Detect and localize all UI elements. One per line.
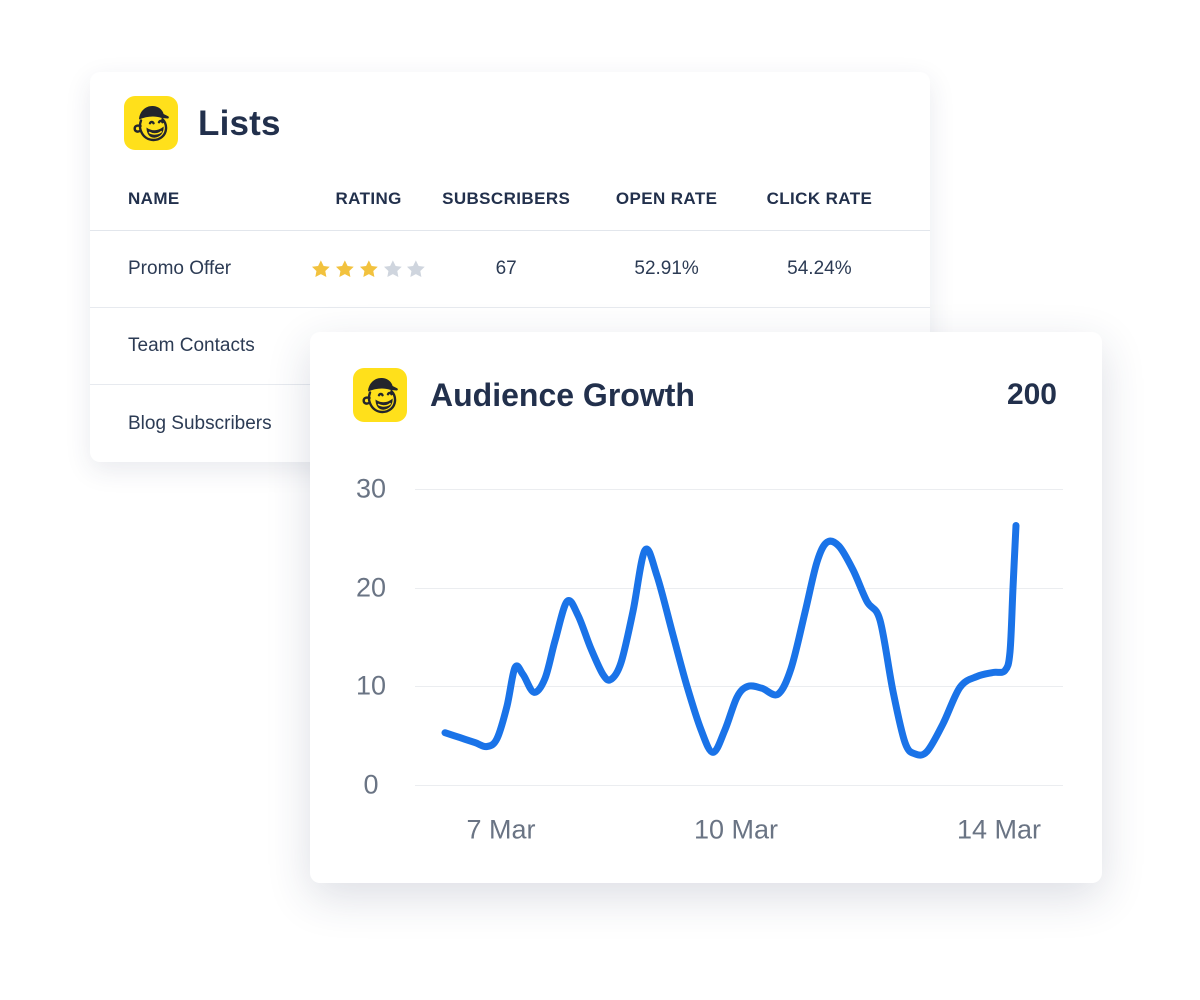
list-name-cell: Blog Subscribers (128, 412, 272, 434)
list-name-cell: Promo Offer (128, 258, 232, 279)
star-icon (407, 260, 425, 277)
list-subscribers-cell: 67 (495, 258, 517, 279)
column-header-subscribers: SUBSCRIBERS (442, 189, 571, 208)
star-icon (312, 260, 331, 277)
table-row[interactable]: Promo Offer 67 52.91% 54.24% (90, 231, 930, 308)
gridline (415, 785, 1063, 786)
list-name-cell: Team Contacts (128, 335, 255, 356)
mailchimp-logo-icon (124, 96, 178, 150)
y-axis-label: 10 (355, 670, 387, 701)
y-axis-label: 20 (355, 572, 387, 603)
list-open-rate-cell: 52.91% (634, 258, 699, 279)
growth-chart (415, 489, 1063, 786)
star-icon (383, 260, 402, 277)
x-axis-label: 14 Mar (956, 814, 1042, 845)
y-axis: 0 10 20 30 (323, 475, 419, 798)
lists-card-header: Lists (124, 96, 892, 150)
gridline (415, 587, 1063, 589)
growth-total-value: 200 (1006, 378, 1057, 411)
y-axis-label: 0 (363, 769, 379, 800)
audience-growth-card: Audience Growth 200 0 10 20 30 7 Mar 10 Mar 1… (310, 332, 1102, 883)
mailchimp-logo-icon (353, 368, 407, 422)
rating-stars (311, 259, 426, 279)
column-header-rating: RATING (335, 189, 402, 208)
y-axis-label: 30 (355, 473, 387, 504)
table-row[interactable]: Blog Subscribers (90, 385, 930, 462)
lists-table-header: NAME RATING SUBSCRIBERS OPEN RATE CLICK … (90, 168, 930, 231)
column-header-click-rate: CLICK RATE (766, 189, 873, 208)
x-axis: 7 Mar 10 Mar 14 Mar (415, 815, 1063, 860)
chart-line (441, 522, 1020, 759)
growth-line-chart (441, 522, 1020, 759)
list-click-rate-cell: 54.24% (787, 258, 852, 279)
list-rating-cell (311, 259, 426, 279)
x-axis-label: 7 Mar (466, 814, 536, 845)
gridline (415, 489, 1063, 490)
growth-title: Audience Growth (430, 377, 695, 413)
column-header-open-rate: OPEN RATE (615, 189, 718, 208)
gridline (415, 686, 1063, 688)
star-icon (336, 260, 354, 277)
star-icon (359, 260, 378, 277)
lists-title: Lists (198, 103, 281, 143)
growth-card-header: Audience Growth 200 (353, 368, 1057, 422)
column-header-name: NAME (128, 189, 180, 208)
x-axis-label: 10 Mar (693, 814, 779, 845)
